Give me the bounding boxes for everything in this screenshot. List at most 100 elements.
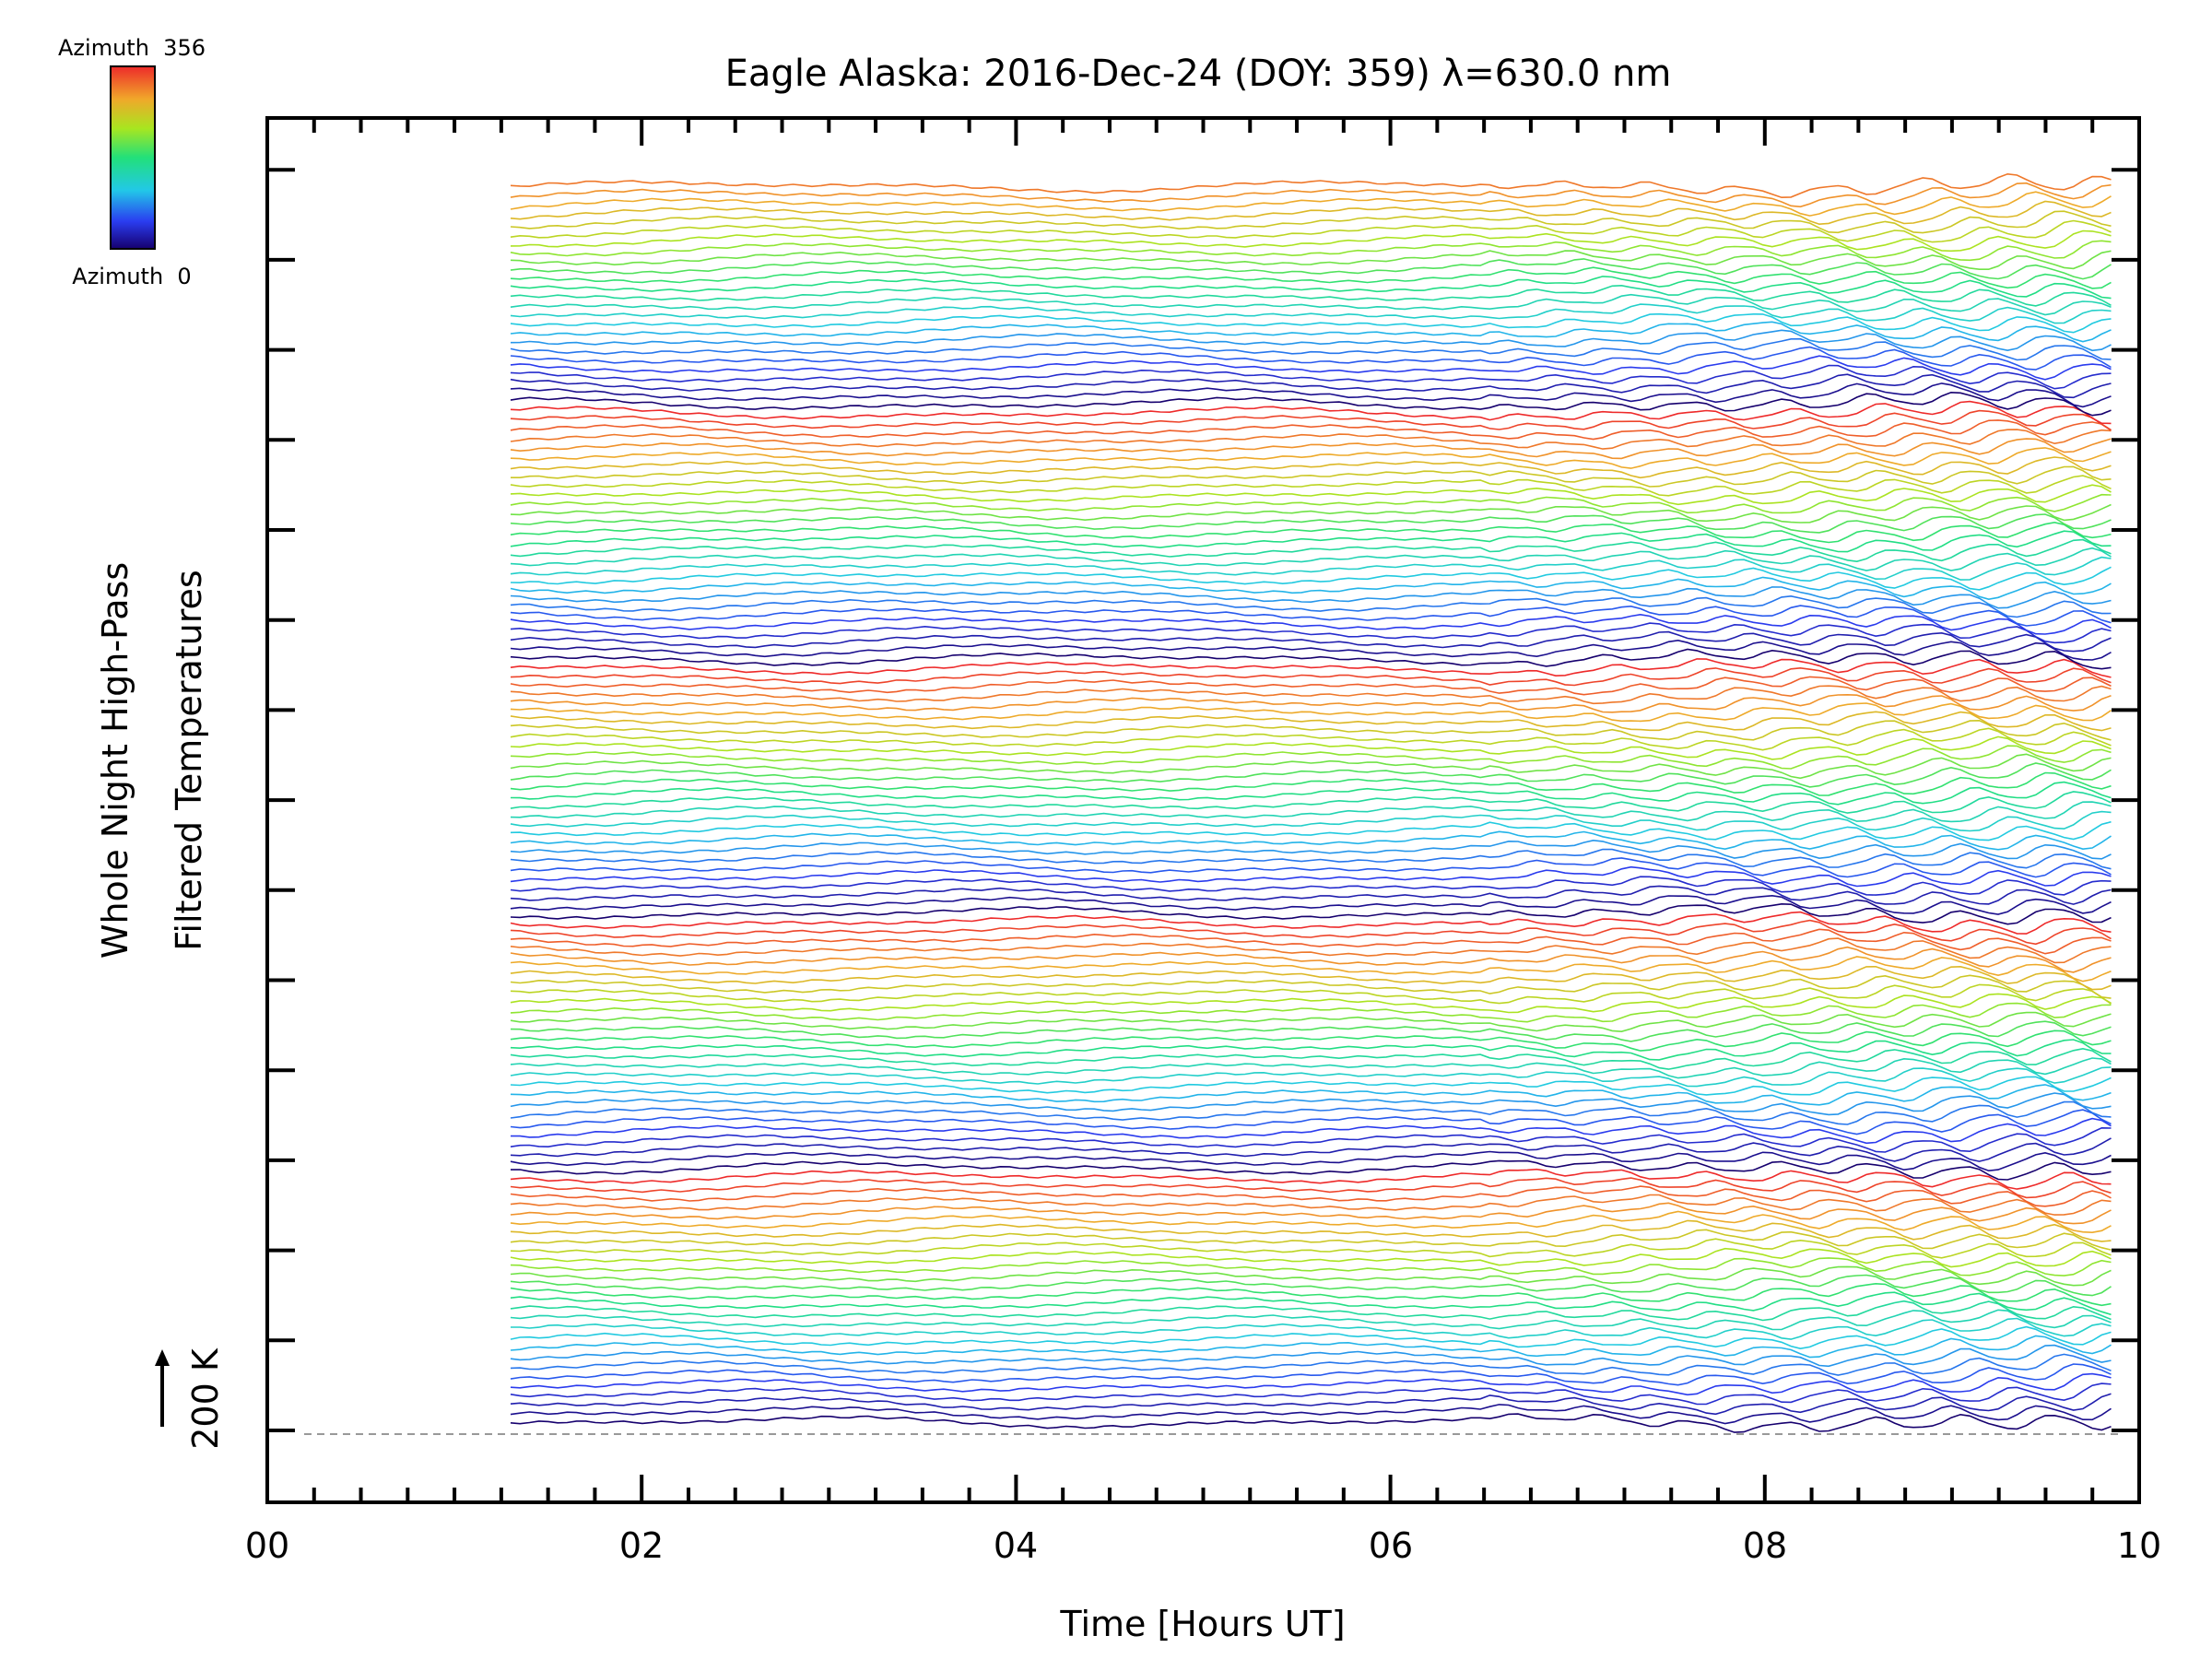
trace-line	[510, 1194, 2112, 1216]
trace-line	[510, 594, 2112, 618]
trace-line	[510, 1229, 2112, 1251]
trace-line	[510, 1344, 2112, 1368]
trace-line	[510, 702, 2112, 723]
trace-line	[510, 639, 2112, 661]
trace-line	[510, 258, 2112, 280]
trace-line	[510, 400, 2112, 425]
trace-line	[510, 801, 2112, 823]
colorbar-legend: Azimuth 356 Azimuth 0	[58, 35, 206, 289]
trace-line	[510, 1282, 2112, 1307]
trace-line	[510, 1274, 2112, 1297]
trace-line	[510, 447, 2112, 469]
trace-line	[510, 346, 2112, 371]
trace-line	[510, 337, 2112, 361]
trace-line	[510, 876, 2112, 896]
trace-line	[510, 666, 2112, 687]
trace-line	[510, 1219, 2112, 1242]
trace-line	[510, 329, 2112, 352]
trace-line	[510, 200, 2112, 226]
trace-line	[510, 1185, 2112, 1207]
trace-line	[510, 983, 2112, 1005]
trace-line	[510, 937, 2112, 964]
trace-line	[510, 1039, 2112, 1061]
trace-line	[510, 928, 2112, 955]
trace-line	[510, 382, 2112, 408]
trace-line	[510, 745, 2112, 770]
trace-line	[510, 965, 2112, 991]
trace-line	[510, 303, 2112, 324]
trace-line	[510, 1247, 2112, 1268]
trace-line	[510, 172, 2112, 199]
colorbar-gradient	[110, 65, 156, 250]
trace-line	[510, 605, 2112, 627]
trace-line	[510, 857, 2112, 878]
trace-line	[510, 312, 2112, 334]
trace-line	[510, 503, 2112, 524]
trace-line	[510, 1404, 2112, 1425]
trace-line	[510, 475, 2112, 497]
trace-line	[510, 919, 2112, 946]
trace-line	[510, 493, 2112, 514]
scale-bar-arrow-icon	[155, 1349, 170, 1366]
trace-line	[510, 993, 2112, 1014]
x-axis-label: Time [Hours UT]	[1059, 1604, 1345, 1644]
trace-line	[510, 839, 2112, 860]
trace-line	[510, 1238, 2112, 1259]
trace-line	[510, 1137, 2112, 1162]
x-tick-label-00: 00	[245, 1525, 289, 1566]
trace-line	[510, 182, 2112, 208]
trace-line	[510, 484, 2112, 506]
trace-line	[510, 266, 2112, 289]
trace-line	[510, 810, 2112, 832]
trace-line	[510, 1020, 2112, 1042]
x-tick-label-06: 06	[1369, 1525, 1413, 1566]
chart-title: Eagle Alaska: 2016-Dec-24 (DOY: 359) λ=6…	[725, 53, 1672, 95]
trace-line	[510, 820, 2112, 841]
trace-line	[510, 658, 2112, 678]
trace-line	[510, 1076, 2112, 1096]
trace-line	[510, 1030, 2112, 1052]
trace-line	[510, 1159, 2112, 1181]
y-axis-label: Whole Night High-Pass Filtered Temperatu…	[95, 562, 209, 959]
trace-line	[510, 513, 2112, 534]
trace-line	[510, 648, 2112, 670]
trace-line	[510, 1353, 2112, 1376]
x-tick-label-08: 08	[1743, 1525, 1787, 1566]
trace-line	[510, 902, 2112, 925]
trace-line	[510, 830, 2112, 851]
trace-line	[510, 556, 2112, 581]
trace-line	[510, 250, 2112, 270]
trace-line	[510, 1100, 2112, 1125]
trace-line	[510, 1066, 2112, 1088]
trace-line	[510, 781, 2112, 806]
trace-line	[510, 530, 2112, 553]
trace-line	[510, 719, 2112, 741]
trace-line	[510, 1084, 2112, 1106]
trace-line	[510, 219, 2112, 243]
trace-line	[510, 229, 2112, 253]
trace-line	[510, 956, 2112, 982]
trace-line	[510, 771, 2112, 796]
trace-line	[510, 676, 2112, 696]
trace-line	[510, 727, 2112, 751]
trace-line	[510, 1150, 2112, 1172]
trace-line	[510, 1265, 2112, 1287]
trace-line	[510, 693, 2112, 713]
trace-line	[511, 465, 2112, 488]
trace-line	[510, 355, 2112, 381]
trace-line	[510, 1210, 2112, 1234]
scale-bar-label: 200 K	[185, 1347, 226, 1450]
trace-line	[510, 1291, 2112, 1316]
trace-line	[510, 1092, 2112, 1116]
trace-line	[510, 1257, 2112, 1277]
colorbar-top-label: Azimuth 356	[58, 35, 206, 61]
trace-line	[510, 894, 2112, 915]
trace-line	[510, 210, 2112, 234]
trace-line	[510, 1363, 2112, 1386]
trace-line	[510, 1126, 2112, 1153]
trace-line	[510, 321, 2112, 343]
trace-line	[510, 1393, 2112, 1416]
trace-line	[510, 911, 2112, 935]
trace-line	[510, 391, 2112, 417]
